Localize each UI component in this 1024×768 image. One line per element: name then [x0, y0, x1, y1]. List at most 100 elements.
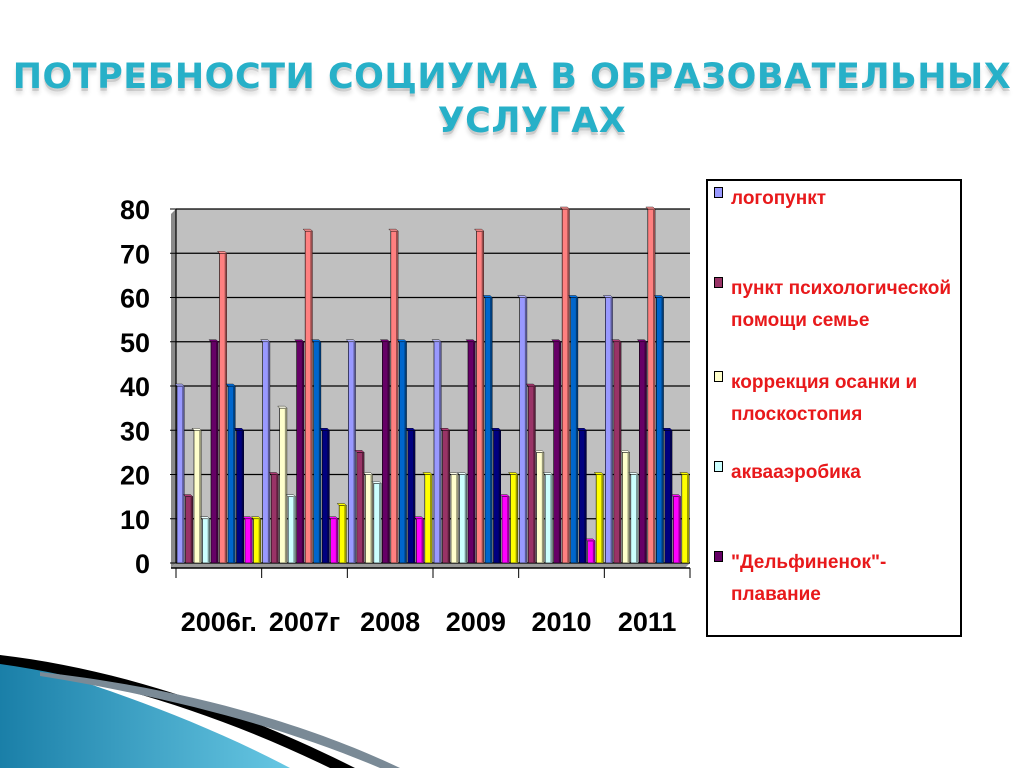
- bar-top: [311, 339, 322, 342]
- bar-top: [534, 450, 545, 453]
- bar-side: [421, 518, 424, 563]
- bar-side: [224, 253, 227, 563]
- bar-side: [636, 474, 639, 563]
- bar-top: [319, 428, 330, 431]
- bar-side: [575, 297, 578, 563]
- bar-side: [284, 408, 287, 563]
- bar-top: [379, 339, 390, 342]
- bar-side: [216, 341, 219, 563]
- bar-top: [242, 516, 253, 519]
- bar-top: [260, 339, 271, 342]
- bar-side: [379, 483, 382, 563]
- y-tick-label: 40: [120, 372, 150, 402]
- bar-side: [515, 474, 518, 563]
- bar-top: [251, 516, 262, 519]
- bar-top: [336, 503, 347, 506]
- x-category-label: 2007г: [269, 607, 340, 637]
- bar-side: [507, 496, 510, 563]
- bar-side: [310, 231, 313, 563]
- bar-side: [258, 518, 261, 563]
- bar-side: [601, 474, 604, 563]
- bar-side: [670, 430, 673, 563]
- bar-side: [182, 386, 185, 563]
- bar-top: [491, 428, 502, 431]
- bar-top: [422, 472, 433, 475]
- bar-side: [447, 430, 450, 563]
- bar-top: [551, 339, 562, 342]
- bar-top: [277, 405, 288, 409]
- legend-item: коррекция осанки и плоскостопия: [714, 367, 958, 431]
- bar-side: [490, 297, 493, 563]
- bar-side: [464, 474, 467, 563]
- bar-top: [208, 339, 219, 342]
- x-category-label: 2010: [531, 607, 591, 637]
- bar-top: [542, 472, 553, 475]
- bar-top: [440, 428, 451, 431]
- bar-top: [431, 339, 442, 342]
- bar-side: [481, 231, 484, 563]
- bar-side: [344, 505, 347, 563]
- slide-title-line-1: ПОТРЕБНОСТИ СОЦИУМА В ОБРАЗОВАТЕЛЬНЫХ: [12, 57, 1012, 97]
- bar-top: [183, 494, 194, 497]
- bar-top: [396, 339, 407, 342]
- bar-side: [678, 496, 681, 563]
- bar-side: [327, 430, 330, 563]
- bar-top: [679, 472, 690, 475]
- bar-side: [387, 341, 390, 563]
- bar-top: [517, 295, 528, 298]
- legend-item: "Дельфиненок"- плавание: [714, 547, 958, 611]
- bar-side: [653, 209, 656, 563]
- bar-top: [362, 472, 373, 475]
- legend-swatch: [714, 461, 723, 472]
- y-tick-label: 20: [120, 461, 150, 491]
- bar-top: [405, 428, 416, 431]
- bar-top: [585, 538, 596, 542]
- bar-side: [473, 341, 476, 563]
- bar-side: [207, 518, 210, 563]
- bar-top: [670, 494, 681, 497]
- bar-top: [302, 228, 313, 232]
- bar-side: [276, 474, 279, 563]
- bar-top: [508, 472, 519, 475]
- chart-legend: логопункт пункт психологической помощи с…: [706, 179, 962, 637]
- bar-side: [644, 341, 647, 563]
- bar-side: [199, 430, 202, 563]
- bar-top: [268, 472, 279, 475]
- legend-label: пункт психологической помощи семье: [731, 278, 952, 331]
- bar-side: [498, 430, 501, 563]
- y-tick-label: 60: [120, 284, 150, 314]
- bar-top: [294, 339, 305, 342]
- bar-side: [627, 452, 630, 563]
- bar-top: [345, 339, 356, 342]
- y-tick-label: 50: [120, 328, 150, 358]
- bar-top: [628, 472, 639, 475]
- bar-side: [533, 386, 536, 563]
- bar-side: [404, 341, 407, 563]
- bar-side: [524, 297, 527, 563]
- bar-side: [362, 452, 365, 563]
- bar-side: [250, 518, 253, 563]
- bar-top: [328, 516, 339, 519]
- bar-side: [610, 297, 613, 563]
- bar-top: [217, 251, 228, 254]
- bar-side: [592, 540, 595, 563]
- bar-top: [593, 472, 604, 475]
- y-tick-label: 10: [120, 505, 150, 535]
- bar-side: [301, 341, 304, 563]
- bar-top: [225, 383, 236, 387]
- x-category-label: 2009: [446, 607, 506, 637]
- y-tick-label: 80: [120, 195, 150, 225]
- bar-side: [267, 341, 270, 563]
- bar-side: [233, 386, 236, 563]
- legend-item: логопункт: [714, 183, 958, 215]
- bar-side: [293, 496, 296, 563]
- bar-side: [430, 474, 433, 563]
- bar-top: [388, 228, 399, 232]
- bar-side: [353, 341, 356, 563]
- legend-swatch: [714, 551, 723, 562]
- bar-top: [619, 450, 630, 453]
- bar-side: [661, 297, 664, 563]
- bar-top: [354, 450, 365, 453]
